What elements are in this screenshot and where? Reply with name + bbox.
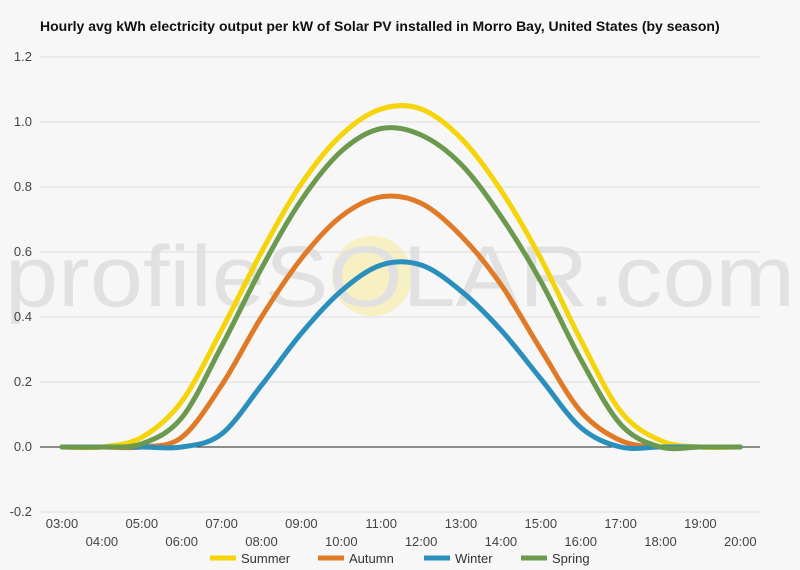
x-tick-label: 07:00 (205, 516, 238, 531)
legend-label-autumn: Autumn (349, 551, 394, 566)
series-line-summer (59, 103, 743, 451)
watermark: profileSOLAR.com (5, 229, 795, 325)
x-tick-label: 20:00 (724, 534, 757, 549)
y-tick-label: 0.6 (14, 244, 32, 259)
x-tick-label: 12:00 (405, 534, 438, 549)
chart-title: Hourly avg kWh electricity output per kW… (40, 18, 720, 34)
series-lines (59, 103, 743, 452)
x-tick-label: 03:00 (46, 516, 79, 531)
x-tick-label: 05:00 (126, 516, 159, 531)
x-axis-ticks: 03:00 04:00 05:00 06:00 07:00 08:00 09:00 10:00… (46, 516, 757, 549)
series-line-autumn (59, 193, 743, 451)
y-tick-label: 1.2 (14, 49, 32, 64)
x-tick-label: 16:00 (564, 534, 597, 549)
x-tick-label: 17:00 (604, 516, 637, 531)
x-tick-label: 18:00 (644, 534, 677, 549)
x-tick-label: 10:00 (325, 534, 358, 549)
y-axis-ticks: -0.2 0.0 0.2 0.4 0.6 0.8 1.0 1.2 (10, 49, 32, 519)
legend-label-summer: Summer (241, 551, 291, 566)
x-tick-label: 13:00 (445, 516, 478, 531)
y-tick-label: -0.2 (10, 504, 32, 519)
x-tick-label: 04:00 (86, 534, 119, 549)
x-tick-label: 14:00 (485, 534, 518, 549)
legend-label-spring: Spring (552, 551, 590, 566)
y-tick-label: 0.0 (14, 439, 32, 454)
x-tick-label: 15:00 (525, 516, 558, 531)
x-tick-label: 06:00 (165, 534, 198, 549)
x-tick-label: 19:00 (684, 516, 717, 531)
legend: Summer Autumn Winter Spring (210, 551, 590, 566)
series-line-spring (59, 125, 743, 452)
series-line-winter (59, 259, 743, 451)
y-tick-label: 1.0 (14, 114, 32, 129)
watermark-sun-icon (332, 236, 412, 316)
x-tick-label: 08:00 (245, 534, 278, 549)
y-tick-label: 0.2 (14, 374, 32, 389)
x-tick-label: 09:00 (285, 516, 318, 531)
x-tick-label: 11:00 (365, 516, 397, 531)
y-tick-label: 0.8 (14, 179, 32, 194)
legend-label-winter: Winter (455, 551, 493, 566)
y-tick-label: 0.4 (14, 309, 32, 324)
watermark-text: profileSOLAR.com (5, 229, 795, 325)
